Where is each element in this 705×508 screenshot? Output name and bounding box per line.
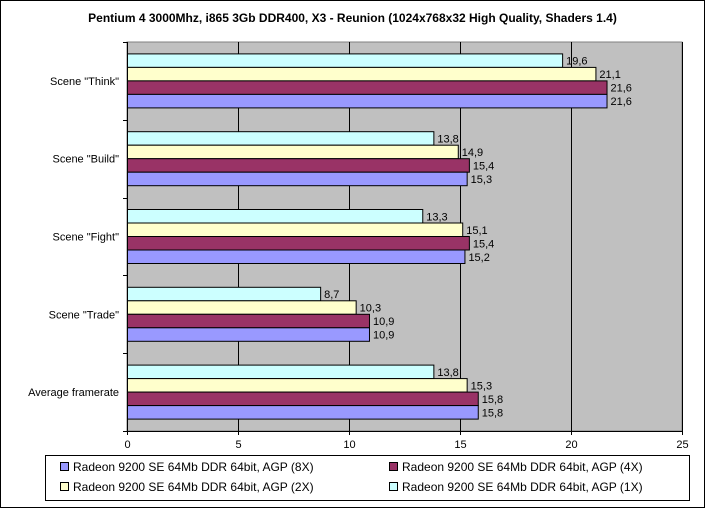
data-label: 8,7 (324, 289, 339, 301)
data-label: 13,8 (437, 133, 458, 145)
bars (127, 53, 608, 420)
legend-item: Radeon 9200 SE 64Mb DDR 64bit, AGP (2X) (60, 480, 314, 494)
legend-label: Radeon 9200 SE 64Mb DDR 64bit, AGP (2X) (73, 480, 314, 494)
legend-label: Radeon 9200 SE 64Mb DDR 64bit, AGP (4X) (402, 460, 643, 474)
legend-item: Radeon 9200 SE 64Mb DDR 64bit, AGP (4X) (389, 460, 643, 474)
data-label: 19,6 (566, 56, 587, 68)
bar (127, 327, 370, 342)
bar (127, 209, 424, 224)
bar (127, 93, 608, 109)
bar (127, 66, 597, 82)
bar (127, 131, 435, 146)
bar (127, 158, 470, 173)
bar (127, 286, 322, 302)
legend-swatch (389, 462, 398, 471)
data-label: 15,8 (482, 407, 503, 419)
bar (127, 222, 464, 237)
data-label: 15,8 (482, 394, 503, 406)
bar (127, 378, 468, 393)
x-tick-label: 5 (235, 439, 241, 451)
x-tick-label: 10 (343, 439, 355, 451)
data-label: 13,3 (426, 211, 447, 223)
bar (127, 364, 435, 380)
legend-swatch (60, 462, 69, 471)
category-label: Scene "Trade" (49, 309, 119, 321)
category-label: Average framerate (28, 387, 119, 399)
bar (127, 236, 470, 251)
data-label: 15,2 (468, 252, 489, 264)
chart-title: Pentium 4 3000Mhz, i865 3Gb DDR400, X3 -… (88, 11, 617, 25)
axes: 0 5 10 15 20 25 Scene "Think" Scene "Build" Scen… (28, 42, 689, 451)
legend-swatch (389, 482, 398, 491)
data-label: 10,9 (373, 316, 394, 328)
data-labels: 19,621,121,621,613,814,915,415,313,315,1… (324, 56, 632, 420)
category-label: Scene "Fight" (52, 232, 119, 244)
data-label: 21,1 (599, 69, 620, 81)
x-tick-label: 0 (124, 439, 130, 451)
data-label: 15,1 (466, 225, 487, 237)
legend-swatch (60, 482, 69, 491)
data-label: 15,4 (473, 160, 494, 172)
bar (127, 391, 479, 407)
bar (127, 249, 466, 264)
data-label: 14,9 (462, 147, 483, 159)
x-tick-label: 15 (454, 439, 466, 451)
data-label: 15,3 (471, 380, 492, 392)
legend: Radeon 9200 SE 64Mb DDR 64bit, AGP (8X) R… (45, 455, 690, 501)
data-label: 10,3 (360, 303, 381, 315)
data-label: 21,6 (611, 83, 632, 95)
bar (127, 300, 357, 315)
bar (127, 313, 370, 329)
bar (127, 53, 564, 68)
x-tick-label: 25 (676, 439, 688, 451)
data-label: 13,8 (437, 367, 458, 379)
legend-label: Radeon 9200 SE 64Mb DDR 64bit, AGP (1X) (402, 480, 643, 494)
data-label: 15,3 (471, 174, 492, 186)
data-label: 10,9 (373, 330, 394, 342)
bar (127, 144, 459, 160)
category-label: Scene "Think" (50, 76, 119, 88)
legend-item: Radeon 9200 SE 64Mb DDR 64bit, AGP (8X) (60, 460, 314, 474)
bar (127, 171, 468, 187)
data-label: 15,4 (473, 238, 494, 250)
x-tick-label: 20 (565, 439, 577, 451)
chart-plot: 0 5 10 15 20 25 Scene "Think" Scene "Build" Scen… (28, 41, 689, 451)
category-label: Scene "Build" (52, 154, 119, 166)
legend-item: Radeon 9200 SE 64Mb DDR 64bit, AGP (1X) (389, 480, 643, 494)
legend-label: Radeon 9200 SE 64Mb DDR 64bit, AGP (8X) (73, 460, 314, 474)
bar (127, 80, 608, 95)
bar (127, 405, 479, 420)
data-label: 21,6 (611, 96, 632, 108)
